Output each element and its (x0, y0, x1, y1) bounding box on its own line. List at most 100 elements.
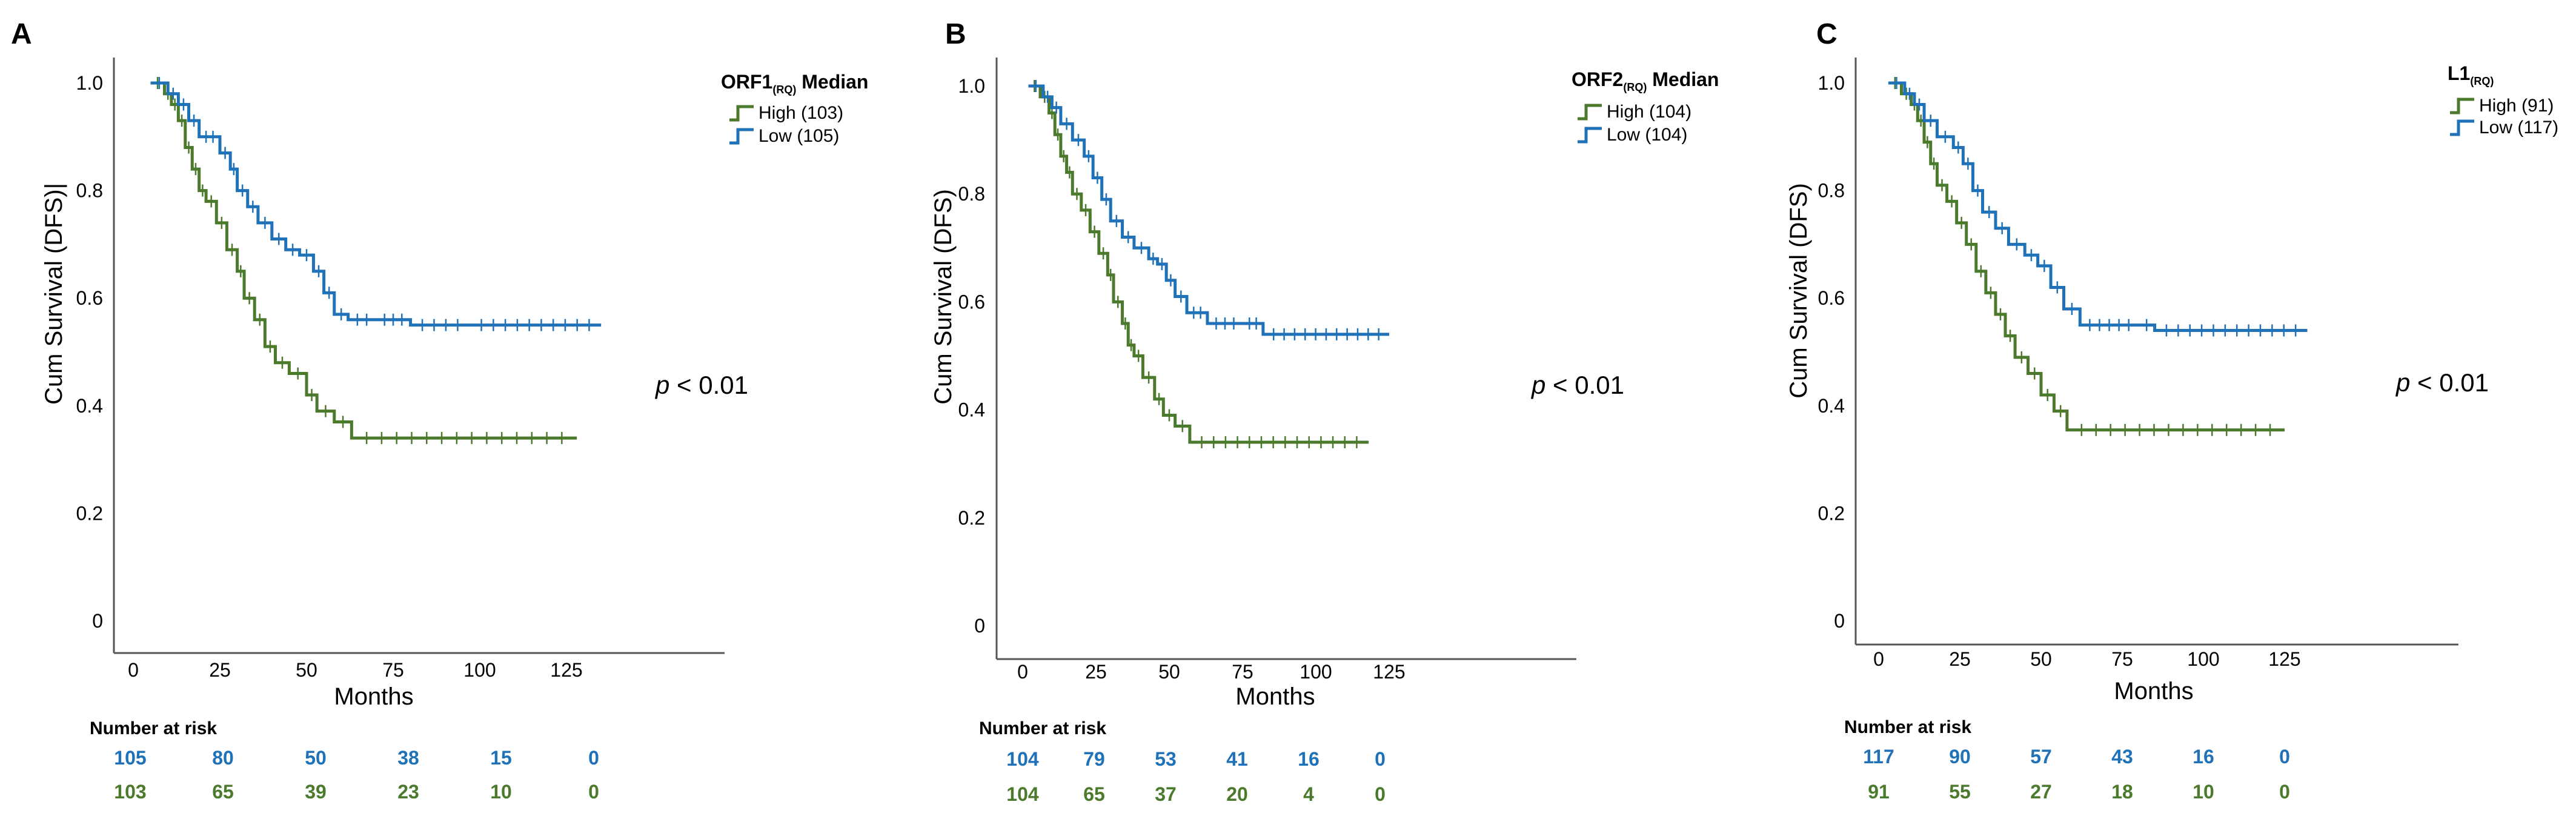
y-tick-label: 1.0 (76, 72, 103, 94)
number-at-risk-table: Number at risk 104 79 53 41 16 0 104 65 37 20 4 0 (979, 718, 1386, 805)
y-tick-labels: 0 0.2 0.4 0.6 0.8 1.0 (1818, 72, 1845, 632)
legend-title: ORF1(RQ) Median (721, 71, 868, 96)
nar-low-value: 90 (1949, 746, 1971, 768)
survival-curve-low (1888, 81, 2308, 332)
x-tick-label: 125 (550, 659, 582, 681)
x-tick-label: 75 (2111, 648, 2133, 670)
y-tick-labels: 0 0.2 0.4 0.6 0.8 1.0 (958, 75, 985, 637)
y-tick-label: 0.2 (958, 507, 985, 529)
nar-low-value: 80 (212, 747, 234, 769)
nar-low-row: 104 79 53 41 16 0 (1006, 748, 1386, 770)
survival-curves (1888, 77, 2308, 436)
y-tick-label: 0.4 (958, 399, 985, 421)
y-tick-label: 0.6 (76, 287, 103, 309)
nar-high-value: 37 (1155, 783, 1177, 805)
nar-low-value: 43 (2111, 746, 2133, 768)
x-tick-label: 0 (128, 659, 139, 681)
legend: ORF1(RQ) Median High (103) Low (105) (721, 71, 868, 146)
nar-title: Number at risk (1844, 717, 1971, 737)
y-tick-labels: 0 0.2 0.4 0.6 0.8 1.0 (76, 72, 103, 632)
nar-low-value: 38 (397, 747, 419, 769)
y-tick-label: 0.8 (76, 180, 103, 202)
y-tick-label: 0.6 (958, 291, 985, 313)
x-axis-title: Months (334, 683, 413, 710)
legend-label-low: Low (117) (2479, 118, 2558, 138)
nar-low-value: 0 (2279, 746, 2290, 768)
nar-low-value: 57 (2030, 746, 2052, 768)
panel-c: C 00.20.40.60.81.0 0 25 50 75 100 125 Cum Sur… (1785, 18, 2558, 803)
nar-high-value: 18 (2111, 781, 2133, 803)
nar-high-value: 104 (1006, 783, 1039, 805)
y-axis-title: Cum Survival (DFS) (1785, 183, 1812, 399)
x-tick-label: 75 (382, 659, 404, 681)
legend-swatch-high (729, 105, 754, 122)
nar-high-value: 39 (305, 781, 327, 803)
nar-low-value: 50 (305, 747, 327, 769)
legend-label-high: High (103) (759, 103, 843, 123)
nar-high-row: 103 65 39 23 10 0 (114, 781, 599, 803)
nar-low-value: 15 (490, 747, 512, 769)
x-axis-title: Months (2114, 678, 2193, 705)
y-axis-title: Cum Survival (DFS)| (41, 183, 67, 405)
legend-title: L1(RQ) (2448, 62, 2494, 87)
nar-low-row: 105 80 50 38 15 0 (114, 747, 599, 769)
y-axis-title: Cum Survival (DFS) (930, 189, 957, 405)
nar-high-value: 55 (1949, 781, 1971, 803)
survival-curve-low (150, 81, 602, 327)
x-axis-title: Months (1235, 683, 1315, 710)
legend-label-low: Low (105) (759, 126, 839, 146)
x-tick-label: 75 (1232, 661, 1253, 683)
nar-low-value: 16 (2193, 746, 2214, 768)
y-tick-label: 0.8 (1818, 180, 1845, 202)
legend-title: ORF2(RQ) Median (1572, 68, 1719, 93)
x-tick-label: 125 (2268, 648, 2300, 670)
legend: L1(RQ) High (91) Low (117) (2448, 62, 2558, 138)
survival-curves (150, 77, 602, 445)
panel-letter: B (945, 18, 966, 50)
nar-high-value: 91 (1868, 781, 1890, 803)
p-value: p < 0.01 (2395, 368, 2489, 397)
x-tick-labels: 0 25 50 75 100 125 (128, 659, 583, 681)
p-value: p < 0.01 (1530, 371, 1624, 399)
x-tick-label: 25 (1085, 661, 1107, 683)
panel-letter: A (11, 18, 32, 50)
y-tick-label: 0 (974, 615, 985, 637)
nar-high-value: 27 (2030, 781, 2052, 803)
x-tick-labels: 0 25 50 75 100 125 (1017, 661, 1406, 683)
p-value: p < 0.01 (654, 371, 748, 399)
nar-high-value: 0 (1375, 783, 1386, 805)
nar-high-value: 4 (1303, 783, 1314, 805)
nar-high-value: 10 (2193, 781, 2214, 803)
y-tick-label: 0.6 (1818, 287, 1845, 309)
legend-label-low: Low (104) (1607, 125, 1687, 145)
nar-high-value: 10 (490, 781, 512, 803)
nar-title: Number at risk (90, 718, 217, 738)
y-tick-label: 0.4 (1818, 395, 1845, 417)
nar-high-value: 20 (1226, 783, 1248, 805)
x-tick-label: 50 (2030, 648, 2052, 670)
legend-label-high: High (104) (1607, 102, 1691, 122)
x-tick-label: 0 (1017, 661, 1028, 683)
number-at-risk-table: Number at risk 117 90 57 43 16 0 91 55 27 18 10 0 (1844, 717, 2290, 803)
x-tick-label: 50 (1158, 661, 1180, 683)
legend-swatch-low (729, 128, 754, 145)
x-tick-labels: 0 25 50 75 100 125 (1873, 648, 2301, 670)
x-tick-label: 25 (1949, 648, 1971, 670)
nar-high-value: 103 (114, 781, 146, 803)
nar-low-value: 41 (1226, 748, 1248, 770)
legend-label-high: High (91) (2479, 96, 2554, 116)
nar-low-value: 53 (1155, 748, 1177, 770)
nar-high-value: 0 (2279, 781, 2290, 803)
nar-title: Number at risk (979, 718, 1106, 738)
x-tick-label: 100 (463, 659, 496, 681)
x-tick-label: 0 (1873, 648, 1884, 670)
y-tick-label: 0.8 (958, 183, 985, 205)
y-tick-label: 0 (1834, 610, 1845, 632)
nar-low-value: 16 (1298, 748, 1320, 770)
nar-low-value: 105 (114, 747, 146, 769)
number-at-risk-table: Number at risk 105 80 50 38 15 0 103 65 39 23 10 0 (90, 718, 599, 803)
x-tick-label: 100 (1300, 661, 1332, 683)
survival-curve-high (1888, 81, 2285, 432)
x-tick-label: 100 (2187, 648, 2219, 670)
